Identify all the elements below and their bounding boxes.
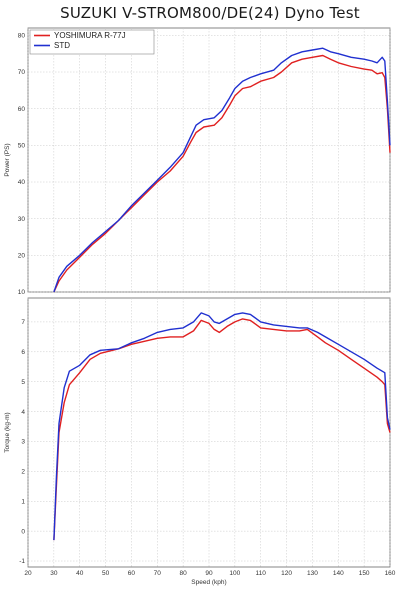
x-axis-label: Speed (kph) [191, 579, 226, 586]
x-tick-label: 70 [154, 570, 162, 577]
series-line-std [53, 47, 391, 293]
y-tick-label: 1 [21, 498, 25, 505]
y-tick-label: 7 [21, 319, 25, 326]
y-tick-label: 50 [18, 143, 26, 150]
legend-label: STD [54, 41, 70, 50]
torque-panel: 20 30 40 50 60 70 80 90 100 110 120 130 140 150 160 -1 0… [4, 297, 396, 586]
y-tick-label: 3 [21, 439, 25, 446]
x-tick-label: 50 [102, 570, 110, 577]
y-tick-label: 2 [21, 469, 25, 476]
x-tick-label: 100 [229, 570, 240, 577]
x-tick-label: 30 [50, 570, 58, 577]
x-tick-label: 20 [24, 570, 32, 577]
x-tick-label: 130 [307, 570, 318, 577]
y-tick-label: 20 [18, 253, 26, 260]
x-tick-label: 160 [385, 570, 396, 577]
y-tick-label: 10 [18, 289, 26, 296]
x-tick-label: 110 [256, 570, 267, 577]
x-tick-label: 150 [359, 570, 370, 577]
chart-title: SUZUKI V-STROM800/DE(24) Dyno Test [60, 4, 360, 22]
x-tick-label: 120 [281, 570, 292, 577]
legend-label: YOSHIMURA R-77J [54, 31, 126, 40]
y-axis-label: Power (PS) [4, 143, 11, 176]
y-tick-label: 0 [21, 528, 25, 535]
y-tick-label: 60 [18, 106, 26, 113]
y-axis-label: Torque (kg-m) [4, 412, 11, 452]
y-tick-label: 80 [18, 33, 26, 40]
series-line-yoshimura [53, 318, 391, 541]
legend-box [29, 29, 155, 55]
series-line-std [53, 312, 391, 541]
power-panel: 10 20 30 40 50 60 70 80 Power (PS) YOSHIMURA R-77… [4, 27, 391, 296]
y-tick-label: 4 [21, 409, 25, 416]
y-tick-label: 5 [21, 379, 25, 386]
y-tick-label: 30 [18, 216, 26, 223]
y-tick-label: 6 [21, 349, 25, 356]
x-tick-label: 60 [128, 570, 136, 577]
plot-area [27, 297, 391, 568]
y-tick-label: 70 [18, 69, 26, 76]
y-tick-label: 40 [18, 179, 26, 186]
x-tick-label: 90 [205, 570, 213, 577]
y-tick-label: -1 [19, 558, 25, 565]
x-tick-label: 140 [333, 570, 344, 577]
x-tick-label: 40 [76, 570, 84, 577]
x-tick-label: 80 [180, 570, 188, 577]
